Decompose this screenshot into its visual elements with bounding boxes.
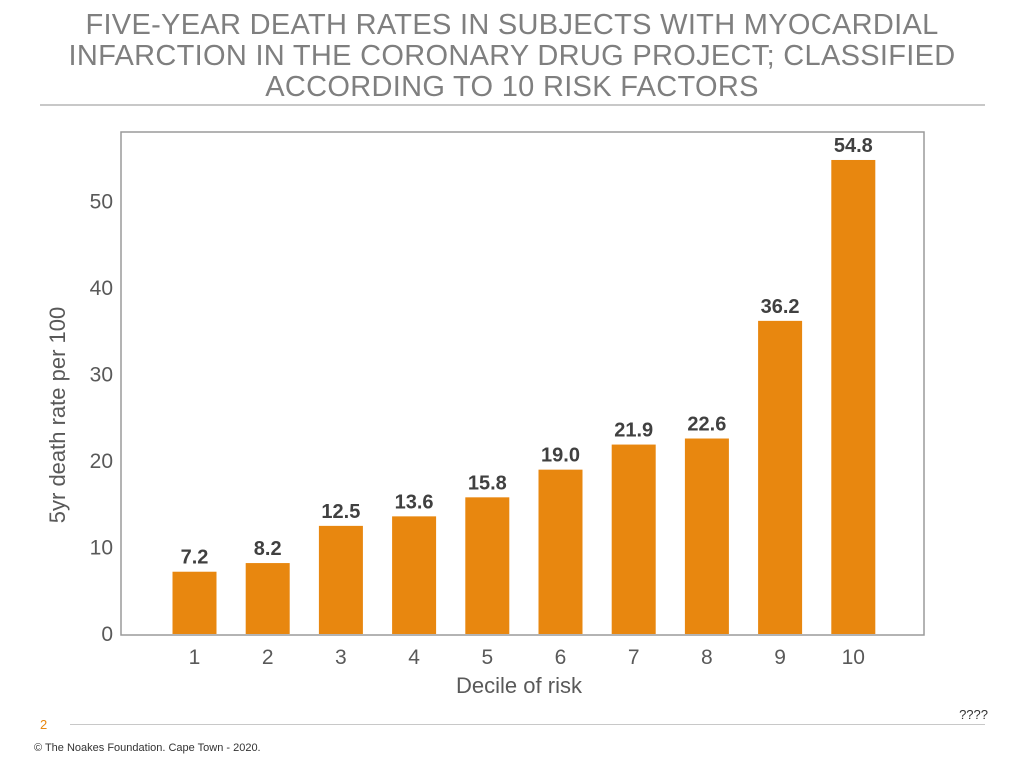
- value-label: 13.6: [395, 491, 434, 513]
- bar-decile-1: [172, 571, 217, 634]
- value-label: 54.8: [834, 135, 873, 157]
- bar-decile-4: [392, 516, 437, 634]
- value-label: 12.5: [321, 501, 360, 523]
- bar-decile-9: [758, 320, 803, 634]
- footer-divider: [70, 724, 985, 725]
- bar-decile-7: [611, 444, 656, 634]
- plot-frame: [120, 131, 925, 636]
- x-tick-label: 5: [481, 646, 493, 669]
- value-label: 7.2: [181, 547, 209, 569]
- x-tick-label: 3: [335, 646, 347, 669]
- x-tick-label: 6: [555, 646, 567, 669]
- y-tick-label: 10: [90, 537, 113, 560]
- value-label: 8.2: [254, 538, 282, 560]
- slide-title: FIVE-YEAR DEATH RATES IN SUBJECTS WITH M…: [68, 9, 956, 103]
- y-tick-label: 0: [101, 623, 113, 646]
- x-axis-label: Decile of risk: [456, 673, 583, 698]
- x-tick-label: 4: [408, 646, 420, 669]
- page-number: 2: [40, 717, 48, 732]
- y-tick-label: 40: [90, 277, 113, 300]
- y-tick-label: 50: [90, 191, 113, 214]
- x-tick-label: 1: [189, 646, 201, 669]
- title-divider: [40, 104, 985, 106]
- bar-decile-6: [538, 469, 583, 634]
- y-tick-label: 30: [90, 364, 113, 387]
- value-label: 19.0: [541, 445, 580, 467]
- x-tick-label: 8: [701, 646, 713, 669]
- x-tick-label: 7: [628, 646, 640, 669]
- value-label: 22.6: [687, 414, 726, 436]
- y-tick-label: 20: [90, 450, 113, 473]
- x-tick-label: 9: [774, 646, 786, 669]
- bar-decile-3: [318, 525, 363, 634]
- copyright-text: © The Noakes Foundation. Cape Town - 202…: [34, 742, 261, 754]
- value-label: 36.2: [761, 296, 800, 318]
- bar-decile-2: [245, 563, 290, 634]
- y-axis-label: 5yr death rate per 100: [45, 307, 70, 523]
- bar-decile-8: [684, 438, 729, 634]
- value-label: 15.8: [468, 472, 507, 494]
- bar-decile-5: [465, 497, 510, 634]
- x-tick-label: 10: [842, 646, 865, 669]
- value-label: 21.9: [614, 420, 653, 442]
- bar-decile-10: [831, 159, 876, 635]
- x-tick-label: 2: [262, 646, 274, 669]
- footer-note: ????: [959, 707, 988, 722]
